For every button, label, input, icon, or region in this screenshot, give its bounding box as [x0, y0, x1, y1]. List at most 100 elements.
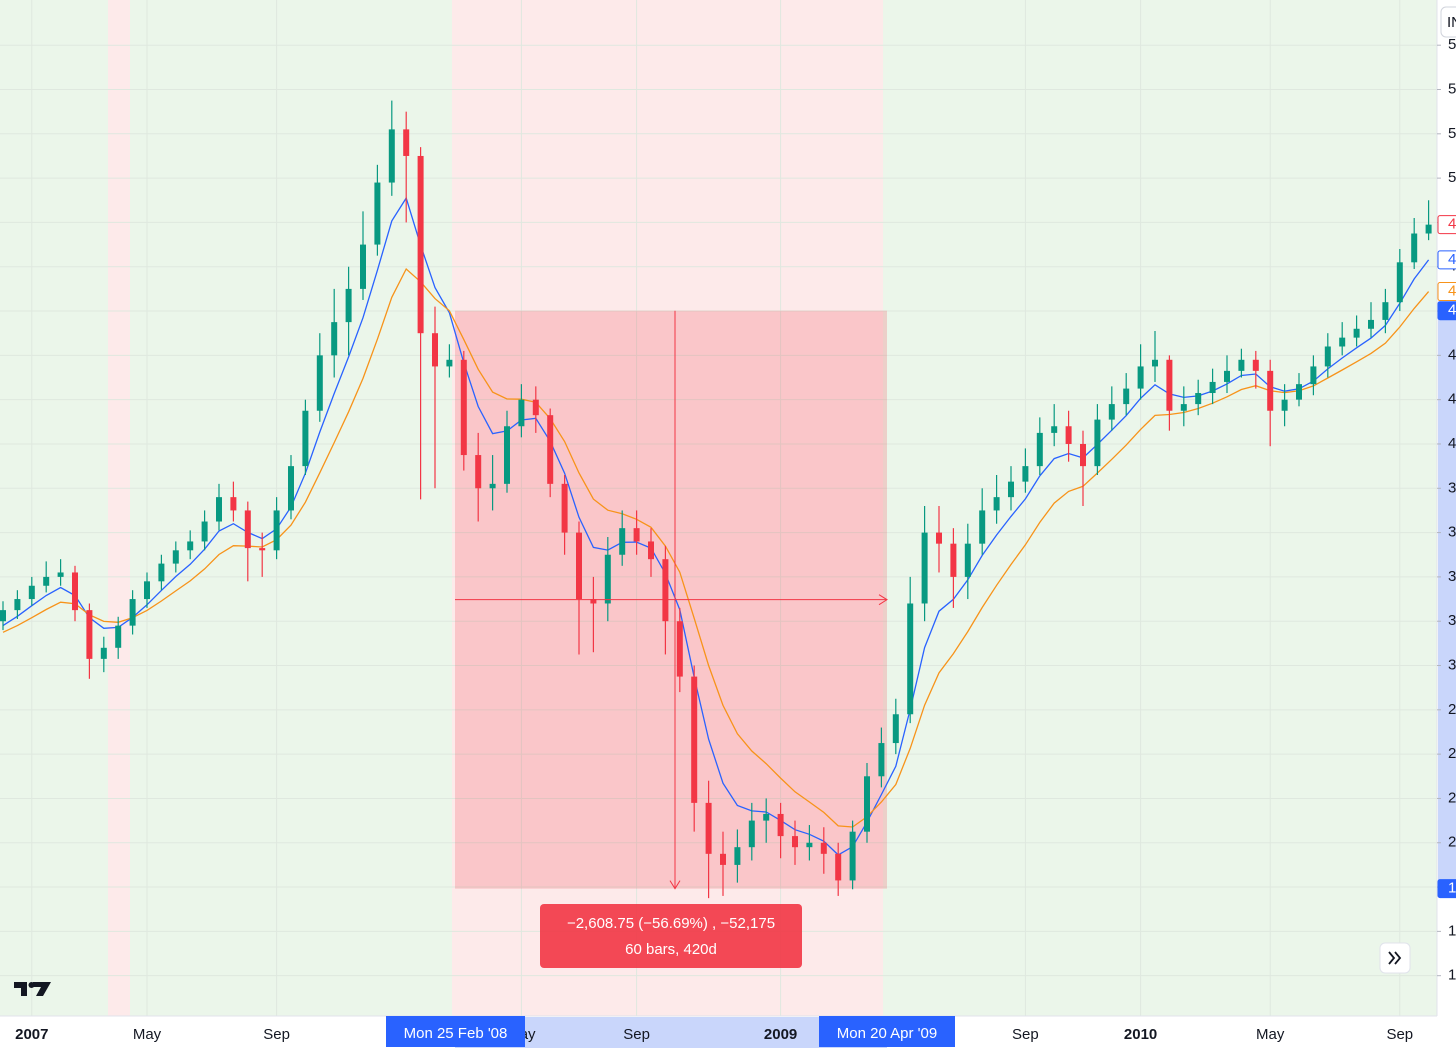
candle-body — [907, 603, 914, 715]
measure-arrow — [878, 594, 888, 606]
candle-body — [763, 813, 770, 821]
candle-body — [1324, 346, 1331, 367]
candle-body — [648, 541, 654, 560]
candle-body — [921, 532, 928, 604]
candle-body — [950, 543, 957, 577]
y-tick-label: 2800 — [1448, 701, 1456, 718]
measure-arrow — [669, 880, 681, 890]
candle-body — [1108, 404, 1115, 420]
x-tick-label: Sep — [1386, 1026, 1413, 1043]
candle-body — [590, 599, 597, 604]
background — [0, 0, 1437, 1016]
y-tick-label: 2200 — [1448, 834, 1456, 851]
axes: 1600180020002200240026002800300032003400… — [15, 36, 1456, 1048]
scroll-button[interactable] — [1379, 942, 1411, 974]
price-tag: 4831 — [1448, 251, 1456, 268]
candle-body — [1180, 404, 1187, 411]
ema-line — [2, 267, 1430, 828]
candle-body — [892, 714, 899, 744]
candle-body — [1224, 370, 1230, 382]
corner-button-bg[interactable] — [1440, 6, 1456, 38]
date-label-bg — [386, 1016, 525, 1047]
y-tick-label: 5800 — [1448, 36, 1456, 53]
candle-body — [0, 610, 6, 622]
candle-body — [230, 497, 237, 511]
candle-body — [86, 610, 93, 659]
candle-body — [1022, 466, 1029, 482]
candle-body — [374, 182, 381, 245]
corner-button[interactable]: IN — [1440, 6, 1456, 38]
candle-body — [288, 466, 294, 511]
candle-body — [777, 813, 784, 837]
candle-body — [993, 497, 1000, 511]
y-tick-label: 1800 — [1448, 922, 1456, 939]
candle-body — [43, 576, 50, 586]
candle-body — [633, 528, 640, 542]
candle-body — [1252, 359, 1259, 371]
candle-body — [158, 563, 165, 582]
y-tick-label: 4400 — [1448, 346, 1456, 363]
candle-body — [547, 415, 554, 484]
x-range-highlight — [455, 1017, 887, 1048]
candle-body — [446, 359, 453, 367]
measure-sublabel: 60 bars, 420d — [625, 941, 717, 958]
x-tick-label: Sep — [623, 1026, 650, 1043]
candle-body — [1152, 359, 1158, 367]
candle-body — [1094, 419, 1101, 467]
candle-body — [619, 528, 626, 555]
candle-body — [129, 599, 136, 626]
price-tag-bg — [1437, 879, 1456, 899]
y-range-highlight — [1438, 310, 1456, 889]
price-tag-bg — [1437, 250, 1456, 270]
x-tick-label: May — [133, 1026, 162, 1043]
y-tick-label: 3200 — [1448, 612, 1456, 629]
candle-body — [187, 541, 194, 551]
y-tick-label: 5400 — [1448, 125, 1456, 142]
candle-body — [57, 572, 64, 577]
candle-body — [316, 355, 323, 411]
x-tick-label: 2007 — [15, 1026, 48, 1043]
candle-body — [806, 842, 813, 848]
candle-body — [144, 581, 150, 600]
candle-body — [244, 510, 251, 549]
candle-body — [331, 322, 338, 356]
candle-body — [820, 842, 827, 854]
y-tick-label: 3000 — [1448, 656, 1456, 673]
y-tick-label: 4200 — [1448, 391, 1456, 408]
date-label: Mon 20 Apr '09 — [837, 1025, 937, 1042]
candle-body — [1123, 388, 1130, 405]
candle-body — [345, 288, 352, 323]
candle-body — [302, 410, 309, 467]
candle-body — [1065, 426, 1072, 444]
candle-body — [460, 359, 467, 456]
measure-label: −2,608.75 (−56.69%) , −52,175 — [567, 915, 775, 932]
candle-body — [432, 333, 438, 367]
candle-body — [360, 244, 366, 289]
candle-body — [835, 853, 842, 881]
x-tick-label: Sep — [1012, 1026, 1039, 1043]
candle-body — [1267, 370, 1274, 411]
candle-body — [259, 548, 266, 551]
price-tag-bg — [1437, 215, 1456, 235]
candle-body — [475, 455, 482, 489]
scroll-icon — [1388, 951, 1402, 965]
candle-body — [1296, 384, 1302, 400]
candle-body — [1238, 359, 1245, 371]
candle-body — [1396, 262, 1403, 303]
candle-body — [1080, 443, 1086, 467]
candle-body — [720, 853, 726, 865]
logo-mark — [14, 982, 51, 996]
y-tick-label: 2600 — [1448, 745, 1456, 762]
x-tick-label: 2010 — [1124, 1026, 1157, 1043]
candle-body — [662, 559, 669, 622]
price-tag: 4601.6 — [1448, 302, 1456, 319]
candle-body — [1339, 337, 1346, 347]
grid — [0, 0, 1437, 1016]
candle-body — [676, 621, 683, 677]
candle-body — [1281, 399, 1288, 411]
candle-body — [936, 532, 942, 544]
candle-body — [100, 647, 107, 659]
price-tag-bg — [1437, 301, 1456, 321]
